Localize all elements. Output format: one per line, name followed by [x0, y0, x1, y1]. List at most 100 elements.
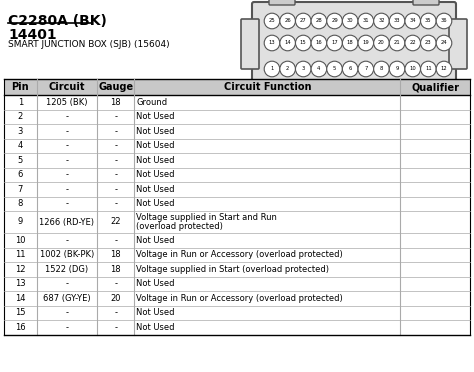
Text: Circuit: Circuit: [49, 82, 85, 92]
Text: Not Used: Not Used: [137, 236, 175, 245]
Circle shape: [264, 61, 280, 77]
Text: 34: 34: [410, 19, 416, 23]
Circle shape: [342, 61, 358, 77]
Text: 26: 26: [284, 19, 291, 23]
Text: Not Used: Not Used: [137, 185, 175, 194]
Circle shape: [420, 61, 436, 77]
Circle shape: [389, 13, 405, 29]
Circle shape: [311, 61, 327, 77]
Text: 1205 (BK): 1205 (BK): [46, 98, 88, 107]
Text: 11: 11: [425, 67, 432, 71]
Text: Not Used: Not Used: [137, 112, 175, 121]
Circle shape: [327, 61, 342, 77]
Text: Voltage in Run or Accessory (overload protected): Voltage in Run or Accessory (overload pr…: [137, 294, 343, 303]
Text: 20: 20: [110, 294, 121, 303]
Text: Voltage supplied in Start (overload protected): Voltage supplied in Start (overload prot…: [137, 265, 329, 274]
Text: 16: 16: [15, 323, 26, 332]
Text: 10: 10: [15, 236, 26, 245]
Text: 36: 36: [441, 19, 447, 23]
Text: 6: 6: [348, 67, 352, 71]
Text: 18: 18: [110, 265, 121, 274]
Circle shape: [374, 13, 389, 29]
Circle shape: [327, 35, 342, 51]
Text: Not Used: Not Used: [137, 199, 175, 208]
Text: Not Used: Not Used: [137, 323, 175, 332]
Circle shape: [389, 61, 405, 77]
Circle shape: [420, 13, 436, 29]
Text: 9: 9: [18, 218, 23, 227]
Text: 7: 7: [364, 67, 367, 71]
Text: 19: 19: [363, 41, 369, 45]
Text: -: -: [65, 127, 68, 136]
Text: 18: 18: [347, 41, 354, 45]
FancyBboxPatch shape: [413, 0, 439, 5]
Text: 687 (GY-YE): 687 (GY-YE): [43, 294, 91, 303]
Text: 18: 18: [110, 98, 121, 107]
Circle shape: [436, 13, 452, 29]
Text: 1522 (DG): 1522 (DG): [46, 265, 89, 274]
FancyBboxPatch shape: [252, 2, 456, 86]
Text: 10: 10: [410, 67, 416, 71]
Text: 14: 14: [284, 41, 291, 45]
FancyBboxPatch shape: [269, 0, 295, 5]
Circle shape: [295, 61, 311, 77]
Text: 35: 35: [425, 19, 432, 23]
FancyBboxPatch shape: [449, 19, 467, 69]
Text: -: -: [65, 323, 68, 332]
Circle shape: [389, 35, 405, 51]
Circle shape: [436, 35, 452, 51]
Text: Voltage in Run or Accessory (overload protected): Voltage in Run or Accessory (overload pr…: [137, 250, 343, 259]
Text: Voltage supplied in Start and Run: Voltage supplied in Start and Run: [137, 213, 277, 222]
Text: -: -: [114, 185, 118, 194]
Text: -: -: [114, 112, 118, 121]
Text: 5: 5: [333, 67, 336, 71]
Text: 24: 24: [441, 41, 447, 45]
Text: -: -: [114, 170, 118, 179]
Circle shape: [295, 13, 311, 29]
Circle shape: [420, 35, 436, 51]
Circle shape: [374, 35, 389, 51]
Text: -: -: [65, 141, 68, 150]
Text: 23: 23: [425, 41, 432, 45]
Text: -: -: [65, 185, 68, 194]
Circle shape: [264, 35, 280, 51]
Text: 22: 22: [110, 218, 121, 227]
Circle shape: [311, 35, 327, 51]
Text: -: -: [65, 308, 68, 317]
Text: 9: 9: [395, 67, 399, 71]
Text: Not Used: Not Used: [137, 156, 175, 165]
FancyBboxPatch shape: [4, 79, 470, 95]
Text: 4: 4: [18, 141, 23, 150]
Text: -: -: [65, 170, 68, 179]
Text: 5: 5: [18, 156, 23, 165]
Circle shape: [405, 13, 420, 29]
Circle shape: [358, 13, 374, 29]
Text: 3: 3: [18, 127, 23, 136]
Circle shape: [327, 13, 342, 29]
Text: -: -: [114, 323, 118, 332]
Text: 30: 30: [347, 19, 354, 23]
Text: 33: 33: [394, 19, 401, 23]
Text: 4: 4: [317, 67, 320, 71]
Text: -: -: [65, 236, 68, 245]
FancyBboxPatch shape: [269, 83, 295, 94]
Text: -: -: [65, 279, 68, 288]
FancyBboxPatch shape: [413, 83, 439, 94]
Circle shape: [295, 35, 311, 51]
Text: 2: 2: [286, 67, 289, 71]
Text: 21: 21: [394, 41, 401, 45]
Circle shape: [358, 61, 374, 77]
Circle shape: [405, 35, 420, 51]
Circle shape: [342, 35, 358, 51]
Text: 15: 15: [15, 308, 26, 317]
Text: 27: 27: [300, 19, 307, 23]
Text: -: -: [65, 199, 68, 208]
Text: 29: 29: [331, 19, 338, 23]
Text: 15: 15: [300, 41, 307, 45]
Text: 18: 18: [110, 250, 121, 259]
Text: 31: 31: [363, 19, 369, 23]
Text: Not Used: Not Used: [137, 141, 175, 150]
Text: -: -: [114, 279, 118, 288]
Text: 22: 22: [410, 41, 416, 45]
Text: -: -: [114, 199, 118, 208]
